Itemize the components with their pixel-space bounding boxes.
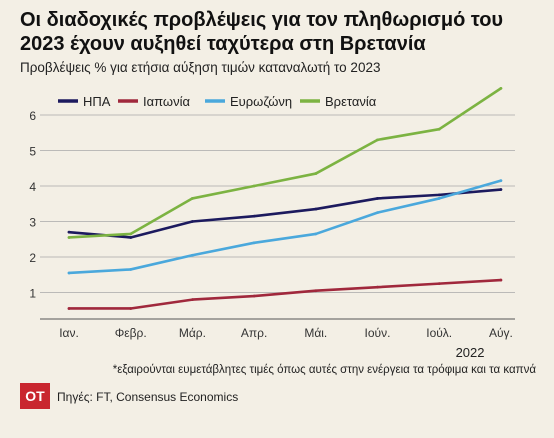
data-point <box>314 172 318 175</box>
data-point <box>314 232 318 236</box>
x-tick-label: Απρ. <box>241 326 267 340</box>
data-point <box>129 236 133 239</box>
data-point <box>191 197 194 200</box>
publisher-logo: OT <box>20 383 50 409</box>
x-tick-label: Ιούν. <box>365 326 391 340</box>
data-point <box>499 179 503 183</box>
legend-label: ΗΠΑ <box>83 94 111 109</box>
chart-subtitle: Προβλέψεις % για ετήσια αύξηση τιμών κατ… <box>20 60 381 75</box>
footnote: *εξαιρούνται ευμετάβλητες τιμές όπως αυτ… <box>112 364 536 376</box>
y-tick-label: 3 <box>29 216 36 230</box>
data-point <box>314 289 318 293</box>
legend-label: Ευρωζώνη <box>230 94 292 109</box>
x-tick-label: Μάι. <box>304 326 327 340</box>
data-point <box>191 220 194 223</box>
data-point <box>437 282 441 286</box>
series-line <box>67 278 503 310</box>
data-point <box>67 236 71 239</box>
data-point <box>499 278 503 282</box>
y-tick-label: 1 <box>29 287 36 301</box>
data-point <box>252 294 256 298</box>
data-point <box>129 232 133 236</box>
series-line <box>67 179 503 275</box>
series-line <box>67 87 503 239</box>
chart-title: Οι διαδοχικές προβλέψεις για τον πληθωρι… <box>20 9 504 55</box>
data-point <box>252 241 256 245</box>
y-tick-label: 2 <box>29 251 36 265</box>
x-tick-label: Ιούλ. <box>426 326 452 340</box>
data-point <box>314 207 318 211</box>
legend-label: Βρετανία <box>325 94 377 109</box>
data-point <box>376 285 379 289</box>
y-tick-label: 6 <box>29 109 36 123</box>
data-point <box>191 253 194 257</box>
data-point <box>376 197 379 200</box>
data-point <box>499 86 503 90</box>
series-line <box>67 188 503 239</box>
source-note: Πηγές: FT, Consensus Economics <box>57 390 239 404</box>
data-point <box>67 307 71 310</box>
data-point <box>67 271 71 275</box>
x-tick-label: Αύγ. <box>489 326 513 340</box>
data-point <box>437 197 441 200</box>
x-tick-label: Φεβρ. <box>115 326 147 340</box>
data-point <box>129 307 133 310</box>
data-point <box>252 214 256 218</box>
data-point <box>376 138 379 142</box>
x-tick-label: Ιαν. <box>59 326 79 340</box>
data-point <box>67 230 71 234</box>
data-point <box>499 188 503 191</box>
line-chart: 1 2 3 4 5 6 Ιαν. Φεβρ. Μάρ. Απρ. Μάι. Ιούν. Ιούλ. Αύγ… <box>29 86 515 360</box>
data-point <box>129 268 133 271</box>
data-point <box>437 193 441 197</box>
data-point <box>376 211 379 215</box>
y-tick-label: 4 <box>29 180 36 194</box>
data-point <box>191 298 194 301</box>
x-group-label: 2022 <box>456 345 485 360</box>
data-point <box>437 127 441 131</box>
x-tick-label: Μάρ. <box>179 326 206 340</box>
data-point <box>252 184 256 188</box>
legend-label: Ιαπωνία <box>143 94 190 109</box>
y-tick-label: 5 <box>29 145 36 159</box>
